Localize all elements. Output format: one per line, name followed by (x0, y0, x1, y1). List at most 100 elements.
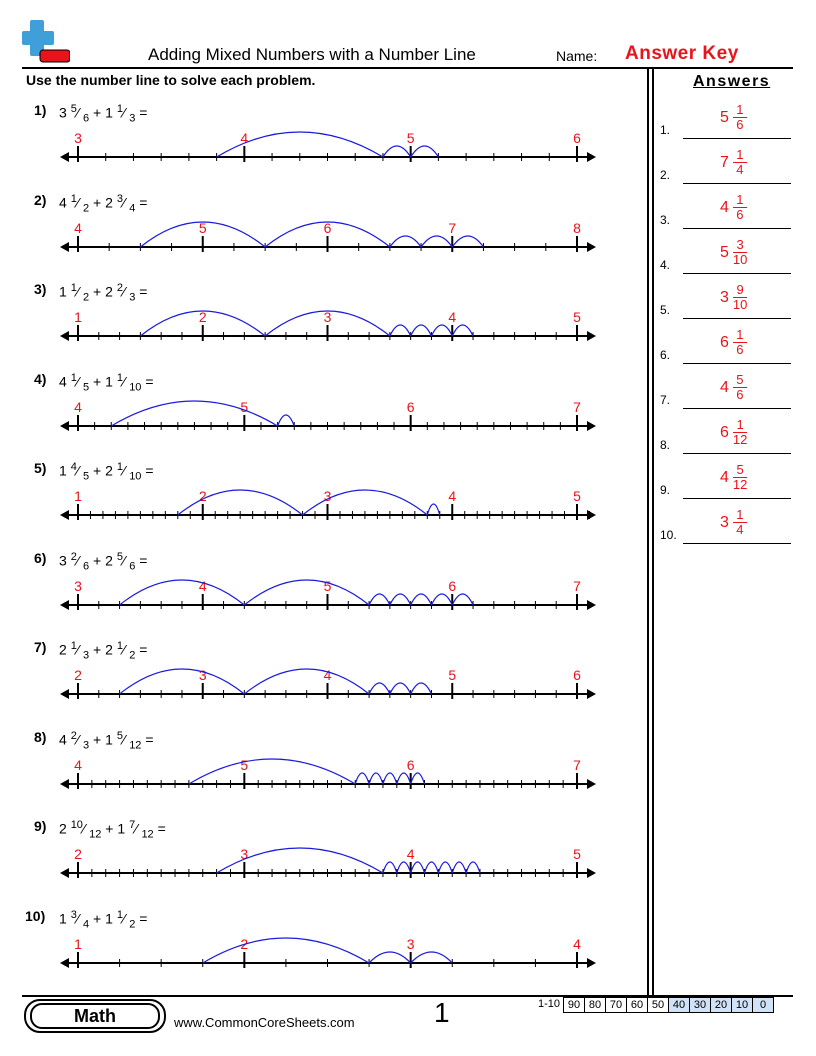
answer-mixed-number: 4 5 12 (720, 462, 748, 492)
whole-number: 2 (105, 194, 113, 211)
whole-number: 3 (59, 104, 67, 121)
problem-number: 3) (34, 281, 47, 297)
answer-number: 8. (660, 438, 671, 452)
whole-number: 2 (105, 641, 113, 658)
whole-number: 4 (59, 731, 67, 748)
whole-jump-arc (119, 579, 245, 605)
fraction-jump-arc (410, 145, 439, 158)
numerator: 1 (70, 192, 77, 205)
tick-label: 5 (240, 399, 248, 415)
denominator: 4 (129, 201, 136, 214)
denominator: 2 (129, 917, 136, 930)
fraction-bar (732, 207, 747, 208)
denominator: 3 (129, 291, 136, 304)
footer-rule (22, 995, 793, 997)
plus-minus-logo-icon (22, 20, 70, 63)
numerator: 1 (70, 640, 77, 652)
answer-divider (647, 69, 649, 995)
answer-mixed-number: 3 9 10 (720, 283, 748, 312)
right-arrow-icon (587, 510, 596, 520)
fraction-jump-arc (368, 771, 384, 784)
fraction-jump-arc (410, 950, 453, 963)
tick-label: 6 (324, 220, 332, 236)
numerator: 5 (116, 729, 123, 742)
answer-whole: 6 (720, 333, 729, 351)
whole-jump-arc (264, 221, 391, 247)
problem-number: 7) (34, 639, 47, 655)
numerator: 2 (70, 550, 77, 563)
fraction-bar (732, 297, 748, 298)
answer-number: 3. (660, 213, 671, 227)
left-arrow-icon (60, 689, 69, 699)
problem-expression: 4 2⁄ 3 + 1 5⁄ 12 = (59, 729, 154, 751)
fraction-jump-arc (368, 950, 412, 963)
denominator: 10 (129, 380, 142, 393)
numerator: 3 (70, 908, 77, 921)
answer-fraction: 9 10 (732, 283, 748, 312)
whole-jump-arc (302, 489, 428, 516)
tick-label: 7 (448, 220, 456, 236)
tick-label: 8 (573, 220, 581, 236)
numerator: 7 (129, 819, 136, 831)
answer-whole: 4 (720, 468, 729, 486)
answer-whole: 6 (720, 423, 729, 441)
whole-jump-arc (139, 310, 266, 337)
problem-expression: 4 1⁄ 5 + 1 1⁄ 10 = (59, 371, 154, 393)
left-arrow-icon (60, 420, 69, 431)
denominator: 5 (83, 470, 90, 483)
fraction-bar (732, 252, 748, 253)
tick-label: 6 (407, 757, 415, 773)
right-arrow-icon (587, 868, 596, 878)
whole-number: 4 (59, 194, 67, 211)
fraction-bar (732, 162, 747, 163)
denominator: 3 (83, 649, 90, 662)
whole-number: 1 (59, 283, 67, 300)
left-arrow-icon (60, 510, 69, 520)
numerator: 1 (116, 103, 123, 115)
fraction-jump-arc (277, 413, 295, 426)
tick-label: 5 (448, 667, 456, 683)
tick-label: 5 (407, 130, 415, 146)
whole-jump-arc (119, 668, 245, 695)
fraction-jump-arc (368, 682, 391, 695)
score-cell: 10 (731, 997, 754, 1013)
whole-number: 1 (105, 373, 113, 390)
whole-jump-arc (243, 668, 370, 695)
score-cell: 50 (647, 997, 670, 1013)
fraction-jump-arc (354, 771, 370, 784)
fraction-jump-arc (389, 234, 422, 247)
score-cell: 80 (584, 997, 607, 1013)
whole-number: 1 (105, 731, 113, 748)
problem-expression: 1 3⁄ 4 + 1 1⁄ 2 = (59, 908, 148, 930)
answer-fraction: 5 12 (732, 462, 748, 492)
denominator: 6 (83, 559, 90, 572)
tick-label: 4 (199, 578, 207, 594)
answer-whole: 3 (720, 513, 729, 531)
whole-number: 1 (105, 104, 113, 121)
denominator: 4 (83, 917, 90, 930)
denominator: 5 (83, 380, 90, 393)
answer-number: 4. (660, 258, 671, 272)
answer-whole: 4 (720, 378, 729, 396)
answer-numerator: 5 (736, 462, 744, 477)
tick-label: 4 (448, 309, 456, 325)
right-arrow-icon (587, 689, 596, 699)
fraction-jump-arc (451, 234, 484, 247)
answer-denominator: 6 (736, 342, 744, 357)
tick-label: 3 (74, 130, 82, 146)
left-arrow-icon (60, 778, 69, 789)
numerator: 1 (116, 640, 123, 652)
numerator: 1 (70, 371, 77, 384)
numerator: 3 (116, 192, 123, 205)
tick-label: 2 (199, 309, 207, 325)
tick-label: 5 (573, 488, 581, 504)
score-table: 1-10 90 80 70 60 50 40 30 20 10 0 (534, 997, 775, 1013)
answers-heading: Answers (693, 73, 771, 90)
whole-jump-arc (216, 131, 384, 158)
whole-number: 3 (59, 552, 67, 569)
page-number: 1 (434, 997, 450, 1028)
